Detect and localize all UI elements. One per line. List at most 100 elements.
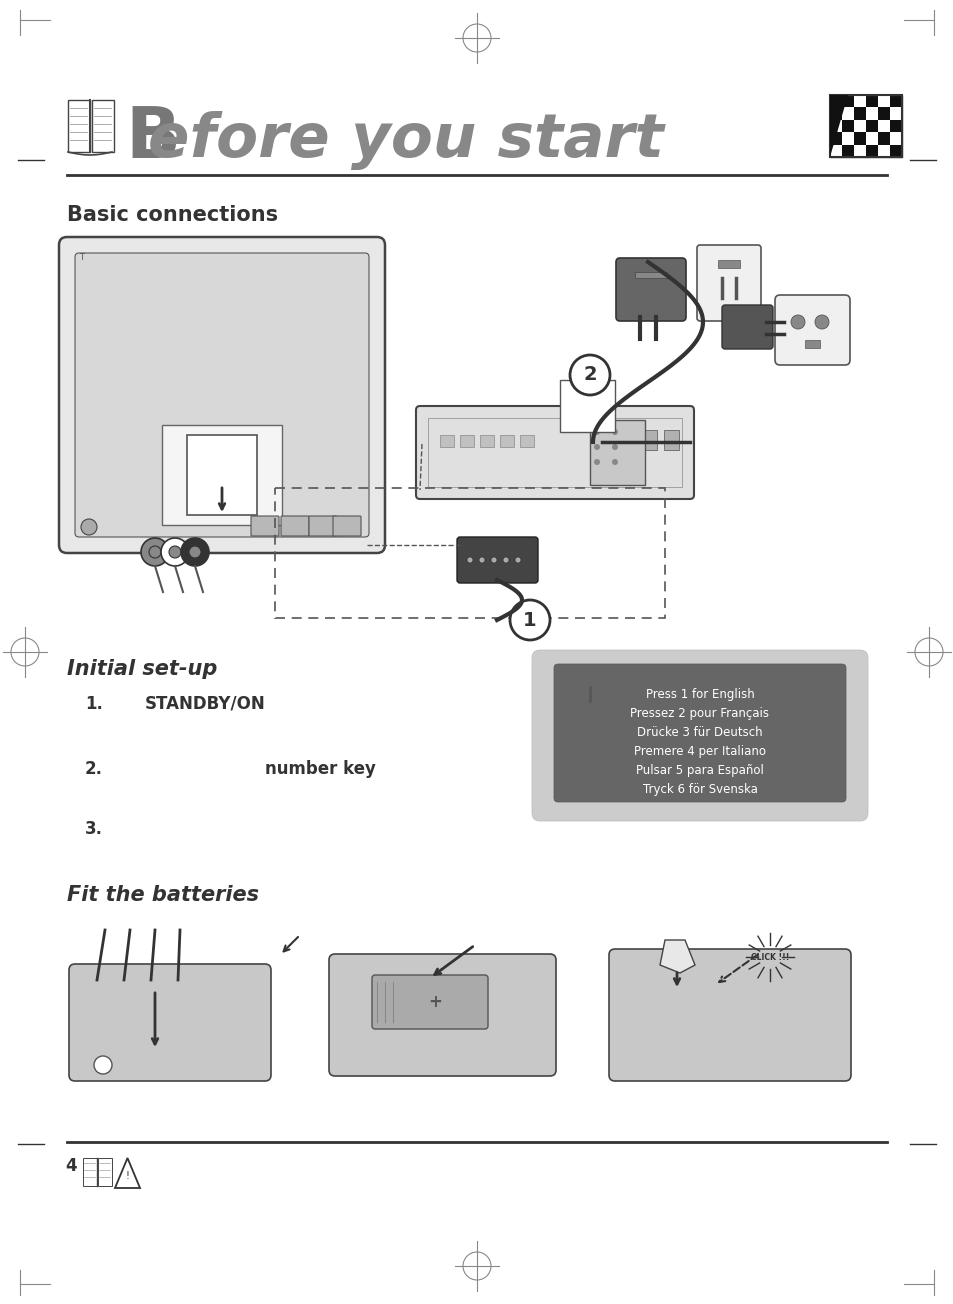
- FancyBboxPatch shape: [75, 253, 369, 537]
- Bar: [635, 273, 666, 278]
- Text: B: B: [125, 103, 180, 172]
- Text: Fit the batteries: Fit the batteries: [67, 885, 258, 905]
- Bar: [718, 259, 740, 269]
- Circle shape: [491, 557, 497, 563]
- FancyBboxPatch shape: [68, 100, 90, 153]
- FancyBboxPatch shape: [98, 1158, 112, 1187]
- Bar: [804, 340, 820, 348]
- Circle shape: [502, 557, 509, 563]
- Bar: [187, 436, 256, 515]
- Bar: [829, 145, 841, 156]
- Circle shape: [594, 429, 599, 436]
- Text: Drücke 3 für Deutsch: Drücke 3 für Deutsch: [637, 726, 762, 739]
- Text: efore you start: efore you start: [148, 111, 663, 170]
- Polygon shape: [659, 940, 695, 973]
- Circle shape: [161, 539, 189, 566]
- Bar: [619, 430, 635, 450]
- Circle shape: [612, 459, 618, 466]
- Circle shape: [81, 519, 97, 535]
- Bar: [877, 145, 889, 156]
- FancyBboxPatch shape: [416, 406, 693, 499]
- Text: Pressez 2 pour Français: Pressez 2 pour Français: [630, 707, 769, 720]
- Circle shape: [612, 429, 618, 436]
- Bar: [439, 436, 454, 447]
- Bar: [559, 379, 615, 432]
- FancyBboxPatch shape: [83, 1158, 97, 1187]
- Text: Tryck 6 för Svenska: Tryck 6 för Svenska: [642, 782, 757, 795]
- Text: STANDBY/ON: STANDBY/ON: [145, 695, 266, 713]
- FancyBboxPatch shape: [554, 664, 845, 802]
- Circle shape: [612, 443, 618, 450]
- Bar: [841, 132, 853, 145]
- FancyBboxPatch shape: [721, 305, 772, 349]
- FancyBboxPatch shape: [774, 295, 849, 365]
- Text: 4: 4: [65, 1157, 76, 1175]
- Polygon shape: [829, 95, 847, 156]
- Circle shape: [569, 355, 609, 395]
- Circle shape: [94, 1056, 112, 1074]
- Circle shape: [169, 546, 181, 558]
- Text: Press 1 for English: Press 1 for English: [645, 689, 754, 702]
- Bar: [889, 132, 901, 145]
- Circle shape: [478, 557, 484, 563]
- Bar: [877, 120, 889, 132]
- Bar: [479, 436, 494, 447]
- FancyBboxPatch shape: [697, 245, 760, 321]
- Bar: [853, 145, 865, 156]
- FancyBboxPatch shape: [251, 516, 278, 536]
- Text: 1.: 1.: [85, 695, 103, 713]
- Circle shape: [181, 539, 209, 566]
- Bar: [589, 420, 644, 485]
- Text: Basic connections: Basic connections: [67, 205, 278, 226]
- Circle shape: [510, 600, 550, 640]
- Circle shape: [467, 557, 473, 563]
- Bar: [889, 107, 901, 120]
- Text: Initial set-up: Initial set-up: [67, 659, 217, 679]
- Text: CLICK !!!: CLICK !!!: [750, 952, 788, 961]
- FancyBboxPatch shape: [608, 949, 850, 1081]
- Text: number key: number key: [265, 760, 375, 778]
- Bar: [663, 430, 679, 450]
- FancyBboxPatch shape: [456, 537, 537, 583]
- Text: T: T: [79, 253, 84, 262]
- Bar: [865, 107, 877, 120]
- FancyBboxPatch shape: [309, 516, 336, 536]
- Bar: [162, 425, 282, 526]
- Bar: [829, 120, 841, 132]
- FancyBboxPatch shape: [329, 955, 556, 1076]
- Bar: [459, 436, 474, 447]
- FancyBboxPatch shape: [69, 964, 271, 1081]
- Circle shape: [790, 316, 804, 329]
- Text: Premere 4 per Italiano: Premere 4 per Italiano: [634, 745, 765, 758]
- Bar: [499, 436, 514, 447]
- FancyBboxPatch shape: [333, 516, 360, 536]
- FancyBboxPatch shape: [372, 975, 488, 1029]
- FancyBboxPatch shape: [91, 100, 113, 153]
- FancyBboxPatch shape: [59, 237, 385, 553]
- Text: 1: 1: [522, 610, 537, 630]
- Bar: [877, 95, 889, 107]
- Circle shape: [594, 443, 599, 450]
- Text: 3.: 3.: [85, 820, 103, 838]
- Circle shape: [189, 546, 201, 558]
- Text: +: +: [428, 994, 441, 1011]
- FancyBboxPatch shape: [616, 258, 685, 321]
- Text: !: !: [126, 1171, 130, 1181]
- Text: 2: 2: [582, 365, 597, 385]
- Circle shape: [594, 459, 599, 466]
- Bar: [829, 95, 901, 156]
- FancyBboxPatch shape: [532, 649, 867, 822]
- Bar: [641, 430, 657, 450]
- Bar: [865, 132, 877, 145]
- Bar: [853, 95, 865, 107]
- Circle shape: [515, 557, 520, 563]
- FancyBboxPatch shape: [281, 516, 309, 536]
- Circle shape: [149, 546, 161, 558]
- Bar: [841, 107, 853, 120]
- Bar: [853, 120, 865, 132]
- Text: Pulsar 5 para Español: Pulsar 5 para Español: [636, 764, 763, 777]
- Bar: [519, 436, 534, 447]
- Circle shape: [814, 316, 828, 329]
- Bar: [829, 95, 841, 107]
- Text: 2.: 2.: [85, 760, 103, 778]
